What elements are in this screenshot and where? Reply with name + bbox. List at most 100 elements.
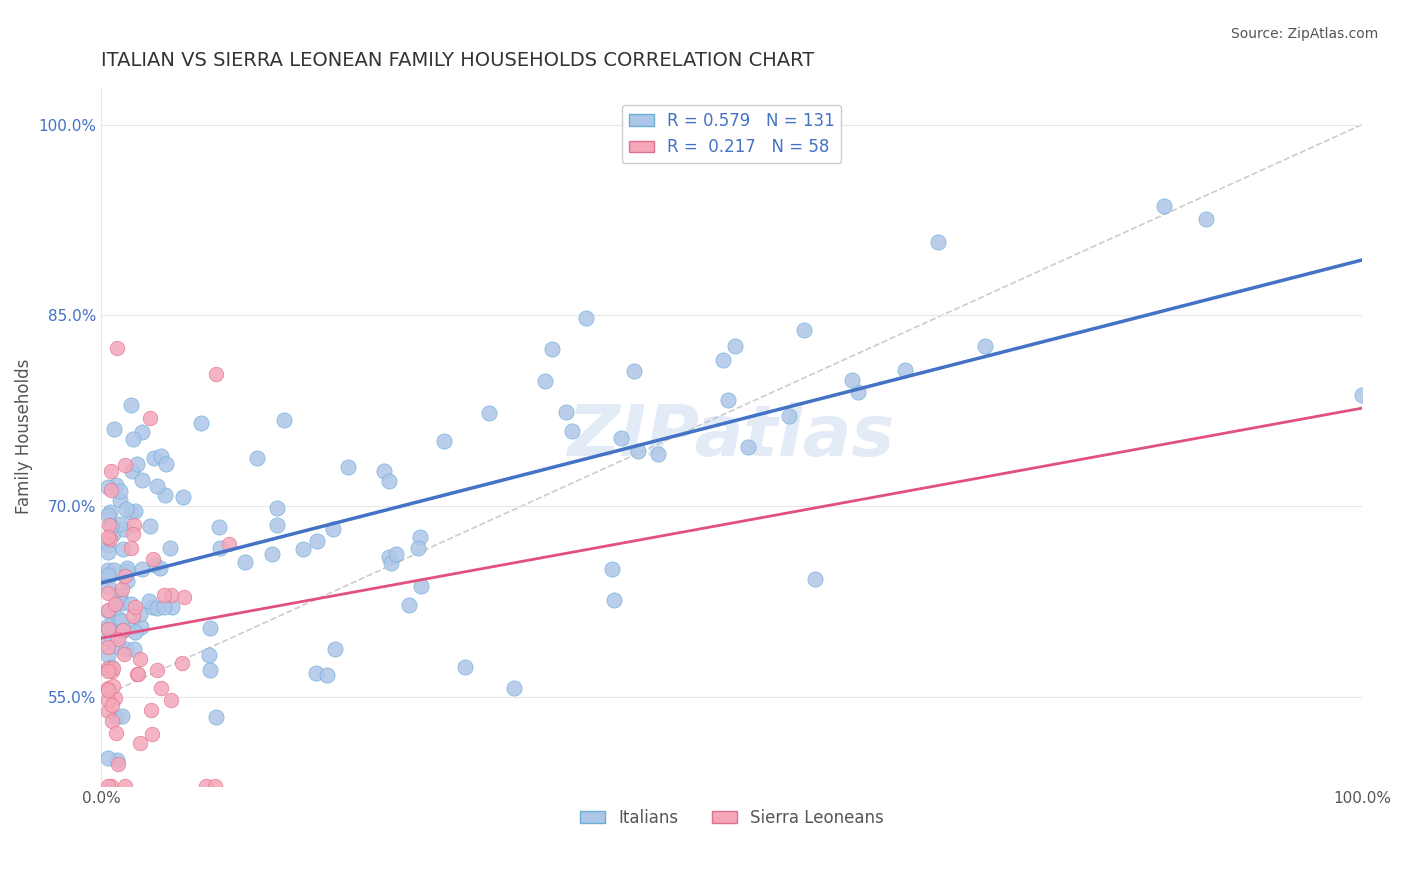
- Sierra Leoneans: [194, 779, 217, 793]
- Italians: [627, 444, 650, 458]
- Italians: [155, 488, 177, 502]
- Sierra Leoneans: [149, 681, 172, 695]
- Italians: [478, 406, 501, 420]
- Italians: [122, 432, 145, 446]
- Italians: [198, 663, 221, 677]
- Italians: [198, 648, 221, 663]
- Sierra Leoneans: [97, 664, 120, 678]
- Italians: [266, 500, 288, 515]
- Italians: [108, 612, 131, 626]
- Sierra Leoneans: [97, 681, 120, 695]
- Italians: [103, 422, 125, 436]
- Sierra Leoneans: [218, 537, 240, 551]
- Italians: [100, 519, 122, 533]
- Italians: [104, 710, 127, 724]
- Sierra Leoneans: [153, 588, 176, 602]
- Sierra Leoneans: [97, 661, 120, 675]
- Italians: [502, 681, 524, 695]
- Italians: [149, 561, 172, 575]
- Sierra Leoneans: [124, 600, 146, 615]
- Italians: [561, 424, 583, 438]
- Sierra Leoneans: [127, 667, 149, 681]
- Sierra Leoneans: [97, 640, 120, 655]
- Italians: [115, 574, 138, 588]
- Sierra Leoneans: [97, 529, 120, 543]
- Italians: [139, 519, 162, 533]
- Italians: [108, 484, 131, 499]
- Italians: [120, 398, 142, 412]
- Italians: [804, 572, 827, 586]
- Italians: [131, 620, 153, 634]
- Sierra Leoneans: [121, 608, 143, 623]
- Italians: [717, 392, 740, 407]
- Italians: [111, 708, 134, 723]
- Sierra Leoneans: [104, 597, 127, 611]
- Italians: [793, 323, 815, 337]
- Italians: [97, 632, 120, 646]
- Sierra Leoneans: [114, 779, 136, 793]
- Italians: [260, 547, 283, 561]
- Sierra Leoneans: [128, 651, 150, 665]
- Italians: [380, 556, 402, 570]
- Sierra Leoneans: [114, 458, 136, 472]
- Italians: [159, 541, 181, 556]
- Italians: [108, 493, 131, 508]
- Italians: [97, 563, 120, 577]
- Italians: [111, 542, 134, 557]
- Italians: [97, 579, 120, 593]
- Sierra Leoneans: [160, 588, 183, 602]
- Italians: [121, 597, 143, 611]
- Sierra Leoneans: [112, 647, 135, 661]
- Y-axis label: Family Households: Family Households: [15, 359, 32, 514]
- Italians: [110, 624, 132, 639]
- Italians: [409, 529, 432, 543]
- Italians: [121, 620, 143, 634]
- Italians: [398, 599, 420, 613]
- Italians: [927, 235, 949, 249]
- Italians: [454, 660, 477, 674]
- Italians: [124, 625, 146, 640]
- Sierra Leoneans: [173, 590, 195, 604]
- Italians: [411, 578, 433, 592]
- Italians: [1351, 388, 1374, 402]
- Italians: [100, 660, 122, 674]
- Sierra Leoneans: [100, 779, 122, 793]
- Sierra Leoneans: [159, 693, 181, 707]
- Italians: [115, 642, 138, 657]
- Italians: [172, 491, 194, 505]
- Italians: [209, 541, 232, 555]
- Italians: [97, 567, 120, 582]
- Italians: [131, 425, 153, 439]
- Italians: [131, 562, 153, 576]
- Italians: [141, 599, 163, 614]
- Italians: [846, 384, 869, 399]
- Italians: [127, 457, 149, 471]
- Sierra Leoneans: [107, 756, 129, 771]
- Italians: [160, 600, 183, 615]
- Italians: [373, 464, 395, 478]
- Italians: [233, 555, 256, 569]
- Italians: [406, 541, 429, 555]
- Italians: [273, 413, 295, 427]
- Italians: [603, 592, 626, 607]
- Text: ITALIAN VS SIERRA LEONEAN FAMILY HOUSEHOLDS CORRELATION CHART: ITALIAN VS SIERRA LEONEAN FAMILY HOUSEHO…: [101, 51, 814, 70]
- Italians: [110, 614, 132, 628]
- Italians: [97, 662, 120, 676]
- Italians: [98, 504, 121, 518]
- Italians: [103, 527, 125, 541]
- Italians: [555, 405, 578, 419]
- Italians: [204, 710, 226, 724]
- Italians: [153, 599, 176, 614]
- Italians: [190, 416, 212, 430]
- Italians: [112, 522, 135, 536]
- Italians: [105, 753, 128, 767]
- Italians: [266, 517, 288, 532]
- Italians: [149, 450, 172, 464]
- Sierra Leoneans: [120, 541, 142, 555]
- Italians: [1153, 199, 1175, 213]
- Italians: [575, 311, 598, 326]
- Italians: [105, 478, 128, 492]
- Italians: [97, 604, 120, 618]
- Sierra Leoneans: [114, 569, 136, 583]
- Sierra Leoneans: [103, 679, 125, 693]
